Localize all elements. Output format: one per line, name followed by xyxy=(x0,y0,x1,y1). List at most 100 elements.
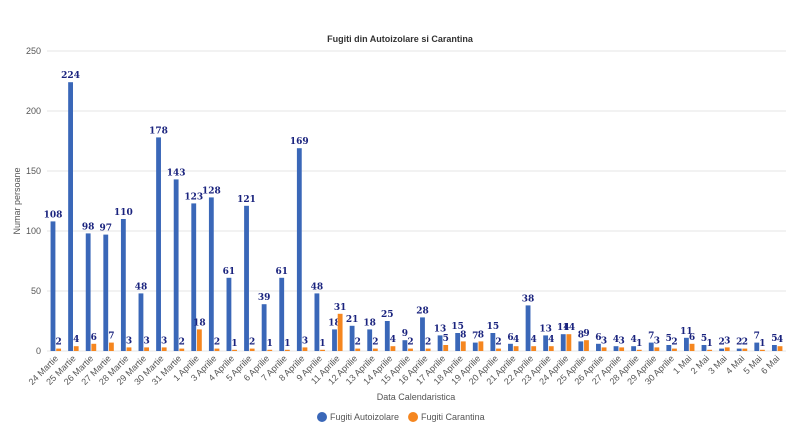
bar xyxy=(478,341,484,351)
value-label: 121 xyxy=(237,195,256,205)
bar xyxy=(267,349,273,351)
value-label: 6 xyxy=(91,333,97,343)
value-label: 98 xyxy=(82,222,95,232)
bar xyxy=(636,349,642,351)
bar xyxy=(437,335,443,351)
bar xyxy=(226,277,232,351)
value-label: 13 xyxy=(539,324,552,334)
value-label: 3 xyxy=(724,336,730,346)
value-label: 2 xyxy=(425,338,431,348)
value-label: 7 xyxy=(472,332,478,342)
value-label: 2 xyxy=(742,338,748,348)
bar xyxy=(543,335,549,351)
bar xyxy=(596,343,601,351)
value-label: 2 xyxy=(214,338,220,348)
value-label: 2 xyxy=(249,338,255,348)
x-tick-label: 2 Mai xyxy=(689,353,712,376)
value-label: 7 xyxy=(754,332,760,342)
value-label: 28 xyxy=(416,306,429,316)
value-label: 1 xyxy=(707,339,713,349)
value-label: 6 xyxy=(689,333,695,343)
value-label: 5 xyxy=(443,334,449,344)
value-label: 1 xyxy=(267,339,273,349)
bar xyxy=(578,341,584,351)
bar xyxy=(126,347,132,351)
bar xyxy=(707,349,713,351)
value-label: 4 xyxy=(613,335,619,345)
bar xyxy=(91,343,97,351)
value-label: 39 xyxy=(258,293,271,303)
bar xyxy=(619,347,625,351)
value-label: 14 xyxy=(563,323,576,333)
value-label: 123 xyxy=(184,192,203,202)
chart-title: Fugiti din Autoizolare si Carantina xyxy=(327,34,474,44)
legend-swatch xyxy=(317,412,327,422)
bar xyxy=(144,347,150,351)
bar xyxy=(777,346,783,351)
bar xyxy=(179,348,185,351)
bar xyxy=(613,346,619,351)
bar xyxy=(496,348,501,351)
bar xyxy=(367,329,373,351)
bar xyxy=(531,346,537,351)
value-label: 143 xyxy=(167,168,186,178)
value-label: 48 xyxy=(311,282,324,292)
y-tick-label: 0 xyxy=(36,346,41,356)
bar xyxy=(548,346,554,351)
y-tick-label: 100 xyxy=(26,226,41,236)
value-label: 48 xyxy=(135,282,148,292)
bar xyxy=(443,345,449,351)
bar xyxy=(244,205,249,351)
bar xyxy=(314,293,320,351)
bar xyxy=(560,334,566,351)
bar xyxy=(332,329,337,351)
value-label: 3 xyxy=(126,336,132,346)
bar xyxy=(742,348,748,351)
value-label: 4 xyxy=(548,335,554,345)
bar xyxy=(191,203,197,351)
value-label: 8 xyxy=(578,330,584,340)
value-label: 15 xyxy=(451,322,464,332)
bar xyxy=(208,197,214,351)
value-label: 3 xyxy=(161,336,167,346)
value-label: 15 xyxy=(487,322,500,332)
value-label: 11 xyxy=(680,327,693,337)
bar xyxy=(73,346,79,351)
y-tick-label: 150 xyxy=(26,166,41,176)
y-tick-label: 250 xyxy=(26,46,41,56)
bar xyxy=(719,348,725,351)
value-label: 7 xyxy=(648,332,654,342)
value-label: 4 xyxy=(777,335,783,345)
value-label: 31 xyxy=(334,303,347,313)
bar xyxy=(648,342,654,351)
bar xyxy=(384,321,390,351)
value-label: 25 xyxy=(381,310,394,320)
bar xyxy=(508,343,513,351)
value-label: 18 xyxy=(193,318,206,328)
value-label: 97 xyxy=(100,224,113,234)
bar xyxy=(460,341,466,351)
bar xyxy=(771,345,777,351)
value-label: 1 xyxy=(231,339,237,349)
bar xyxy=(173,179,179,351)
value-label: 38 xyxy=(522,294,535,304)
bar xyxy=(736,348,742,351)
bar xyxy=(68,82,73,351)
x-tick-label: 4 Mai xyxy=(724,353,747,376)
value-label: 3 xyxy=(654,336,660,346)
value-label: 4 xyxy=(513,335,519,345)
value-label: 6 xyxy=(595,333,601,343)
bar xyxy=(566,334,572,351)
bar xyxy=(349,325,355,351)
bar xyxy=(754,342,760,351)
bar xyxy=(296,148,302,351)
value-label: 61 xyxy=(223,267,236,277)
bar xyxy=(760,349,765,351)
value-label: 2 xyxy=(671,338,677,348)
value-label: 224 xyxy=(61,71,80,81)
value-label: 4 xyxy=(630,335,636,345)
value-label: 2 xyxy=(495,338,501,348)
value-label: 2 xyxy=(355,338,361,348)
